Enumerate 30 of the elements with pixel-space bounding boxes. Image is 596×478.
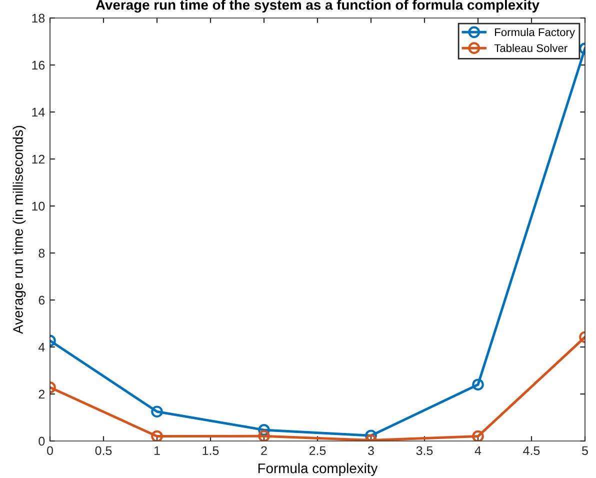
chart-title: Average run time of the system as a function of formula complexity bbox=[96, 0, 540, 13]
legend-label: Tableau Solver bbox=[494, 44, 568, 52]
x-tick-label: 0.5 bbox=[95, 446, 112, 456]
x-tick-label: 1 bbox=[154, 446, 160, 455]
point bbox=[151, 406, 163, 418]
x-tick-label: 2 bbox=[261, 446, 267, 455]
y-tick-label: 14 bbox=[32, 108, 45, 117]
y-tick-label: 18 bbox=[32, 14, 45, 23]
x-tick-label: 4 bbox=[474, 446, 482, 455]
y-tick-label: 10 bbox=[32, 202, 45, 211]
y-tick-label: 4 bbox=[38, 342, 45, 352]
point bbox=[151, 430, 163, 441]
x-tick-label: 4.5 bbox=[523, 446, 540, 456]
point bbox=[258, 424, 270, 436]
x-axis-title: Formula complexity bbox=[258, 463, 378, 476]
y-tick-label: 2 bbox=[38, 390, 45, 399]
x-tick-label: 0 bbox=[47, 446, 53, 456]
y-tick-label: 12 bbox=[32, 154, 45, 164]
legend-label: Formula Factory bbox=[495, 28, 575, 38]
y-tick-label: 16 bbox=[32, 60, 45, 70]
x-tick-label: 2.5 bbox=[309, 446, 326, 456]
x-tick-label: 3 bbox=[368, 446, 374, 456]
y-tick-label: 0 bbox=[38, 436, 45, 446]
x-tick-label: 3.5 bbox=[416, 446, 433, 456]
y-tick-label: 8 bbox=[38, 248, 45, 258]
x-tick-label: 1.5 bbox=[202, 446, 219, 456]
y-axis-title: Average run time (in milliseconds) bbox=[12, 126, 26, 334]
point bbox=[258, 430, 270, 441]
y-tick-label: 6 bbox=[38, 296, 45, 305]
x-tick-label: 5 bbox=[582, 446, 588, 456]
